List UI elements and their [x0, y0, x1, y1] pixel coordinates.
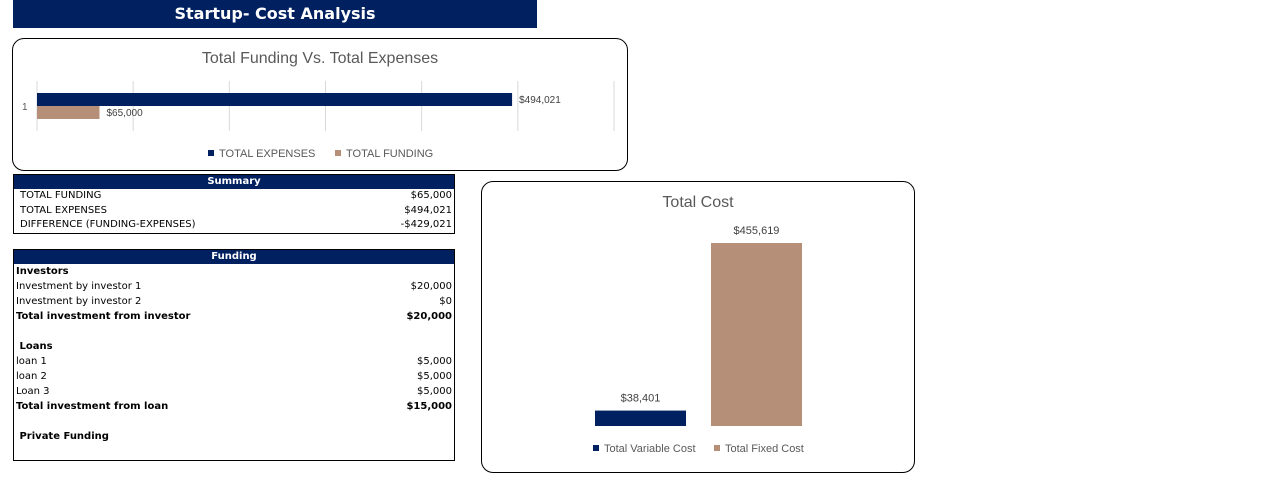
funding-vs-expenses-chart: Total Funding Vs. Total Expenses 1 $494,02…: [12, 38, 628, 171]
table-row: Loan 3 $5,000: [14, 384, 454, 399]
row-label: Total investment from loan: [16, 401, 169, 412]
chart-title: Total Funding Vs. Total Expenses: [202, 50, 438, 67]
table-row: Total investment from investor $20,000: [14, 309, 454, 324]
table-row: TOTAL EXPENSES $494,021: [14, 204, 454, 219]
legend-label: TOTAL FUNDING: [346, 148, 433, 160]
table-row: Total investment from loan $15,000: [14, 399, 454, 414]
row-value: $494,021: [404, 204, 452, 216]
row-value: -$429,021: [400, 219, 452, 230]
row-label: TOTAL EXPENSES: [20, 204, 107, 216]
table-row: [14, 324, 454, 339]
row-label: loan 1: [16, 356, 47, 367]
legend-label: Total Variable Cost: [604, 443, 696, 455]
data-label: $65,000: [107, 108, 144, 119]
row-value: $20,000: [406, 311, 452, 322]
legend-swatch: [335, 150, 341, 156]
data-label: $38,401: [621, 393, 661, 405]
bar-total-fixed-cost: [711, 243, 802, 426]
row-value: $20,000: [410, 281, 452, 292]
table-row: [14, 414, 454, 429]
data-label: $455,619: [734, 225, 780, 237]
funding-header: Funding: [14, 250, 454, 264]
table-row: loan 1 $5,000: [14, 354, 454, 369]
summary-header: Summary: [14, 175, 454, 189]
row-label: TOTAL FUNDING: [20, 190, 102, 201]
row-value: $0: [439, 296, 452, 307]
row-label: Loans: [16, 341, 53, 352]
row-value: $5,000: [417, 386, 452, 397]
row-label: Total investment from investor: [16, 311, 191, 322]
table-row: Investment by investor 2 $0: [14, 294, 454, 309]
row-label: Loan 3: [16, 386, 50, 397]
table-row: Investors: [14, 264, 454, 279]
total-cost-chart: Total Cost $38,401 $455,619 Total Variable …: [481, 181, 915, 473]
table-row: Investment by investor 1 $20,000: [14, 279, 454, 294]
row-value: $65,000: [410, 190, 452, 201]
legend-swatch: [714, 445, 720, 451]
chart-title: Total Cost: [662, 194, 734, 211]
bar-total-variable-cost: [595, 410, 686, 426]
table-row: TOTAL FUNDING $65,000: [14, 189, 454, 204]
row-value: $5,000: [417, 371, 452, 382]
row-label: Investment by investor 2: [16, 296, 142, 307]
row-label: DIFFERENCE (FUNDING-EXPENSES): [20, 219, 196, 230]
legend-swatch: [208, 150, 214, 156]
bar-total-expenses: [37, 93, 513, 106]
row-label: Private Funding: [16, 431, 109, 442]
legend-swatch: [593, 445, 599, 451]
row-label: loan 2: [16, 371, 47, 382]
page-title: Startup- Cost Analysis: [13, 0, 537, 28]
table-row: Loans: [14, 339, 454, 354]
row-label: Investment by investor 1: [16, 281, 142, 292]
table-row: Private Funding: [14, 429, 454, 444]
funding-table: Funding Investors Investment by investor …: [13, 249, 455, 461]
summary-table: Summary TOTAL FUNDING $65,000 TOTAL EXPENS…: [13, 174, 455, 234]
category-label: 1: [22, 102, 28, 113]
row-value: $15,000: [406, 401, 452, 412]
data-label: $494,021: [519, 95, 561, 106]
row-value: $5,000: [417, 356, 452, 367]
table-row: loan 2 $5,000: [14, 369, 454, 384]
legend-label: Total Fixed Cost: [725, 443, 804, 455]
table-row: DIFFERENCE (FUNDING-EXPENSES) -$429,021: [14, 218, 454, 233]
row-label: Investors: [16, 266, 69, 277]
bar-total-funding: [37, 106, 100, 119]
legend-label: TOTAL EXPENSES: [219, 148, 315, 160]
